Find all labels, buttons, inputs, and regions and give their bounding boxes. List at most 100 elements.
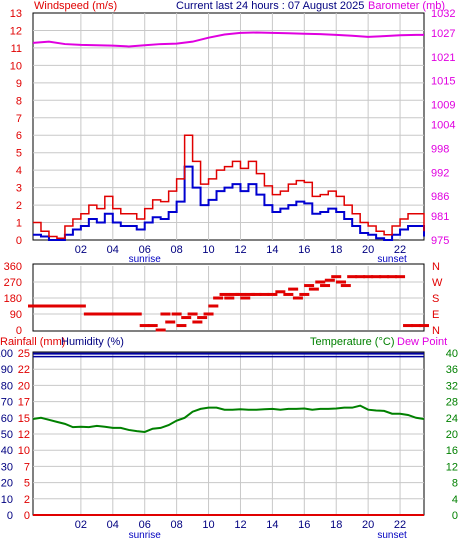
wind-y-tick-label: 1 [16,218,22,230]
direction-point [340,284,351,288]
wind-y-tick-label: 11 [11,43,22,55]
direction-point [83,312,94,316]
chart-title: Current last 24 hours : 07 August 2025 [176,0,364,12]
wind-x-tick-label: 08 [171,244,183,256]
direction-point [219,292,230,296]
temperature-tick-label: 28 [446,397,458,409]
temp-x-tick-label: 06 [139,519,151,531]
humidity-tick-label: 10 [1,494,13,506]
baro-y-tick-label: 1015 [431,76,455,88]
baro-y-tick-label: 998 [431,143,449,155]
rainfall-tick-label: 25 [18,348,30,360]
direction-point [387,275,398,279]
windspeed-line [33,134,425,240]
temp-x-tick-label: 16 [298,519,310,531]
direction-point [75,304,86,308]
direction-point [245,292,256,296]
wind-y-tick-label: 7 [16,113,22,125]
temp-panel: 0010220530740105012601570178020902210025… [0,348,458,541]
average-wind-line [33,165,425,241]
direction-point [288,287,299,291]
wind-y-tick-label: 0 [16,235,22,247]
dir-compass-label: S [432,293,439,305]
wind-y-tick-label: 3 [16,183,22,195]
direction-point [192,320,203,324]
baro-y-tick-label: 992 [431,167,449,179]
wind-panel: 0123456789101112139759819869929981004100… [10,8,456,265]
direction-point [67,304,78,308]
temperature-tick-label: 0 [452,510,458,522]
rainfall-axis-label: Rainfall (mm) [0,336,65,348]
direction-point [176,324,187,328]
baro-y-tick-label: 986 [431,191,449,203]
wind-panel-frame [32,12,425,241]
wind-x-tick-label: 22 [394,244,406,256]
rainfall-tick-label: 22 [18,364,30,376]
wind-y-tick-label: 4 [16,165,22,177]
direction-point [331,275,342,279]
direction-point [43,304,54,308]
rainfall-tick-label: 15 [18,413,30,425]
wind-y-tick-label: 6 [16,130,22,142]
temp-x-tick-label: 22 [394,519,406,531]
dir-y-tick-label: 180 [4,293,22,305]
baro-y-tick-label: 975 [431,235,449,247]
humidity-axis-label: Humidity (%) [61,336,124,348]
wind-y-tick-label: 12 [10,25,22,37]
wind-x-tick-label: 06 [139,244,151,256]
dir-compass-label: W [432,277,443,289]
humidity-tick-label: 60 [1,413,13,425]
direction-point [91,312,102,316]
baro-y-tick-label: 1021 [431,52,455,64]
direction-point [355,275,366,279]
dir-compass-label: N [432,261,440,273]
direction-point [155,328,166,332]
direction-point [171,312,182,316]
direction-point [403,324,414,328]
direction-point [267,292,278,296]
baro-y-tick-label: 1004 [431,120,455,132]
direction-point [213,296,224,300]
wind-x-tick-label: 12 [234,244,246,256]
temp-x-tick-label: 12 [234,519,246,531]
direction-point [324,278,335,282]
direction-point [99,312,110,316]
direction-point [35,304,46,308]
dir-compass-label: N [432,325,440,337]
humidity-tick-label: 20 [1,478,13,490]
barometer-line [32,31,424,48]
direction-point [379,275,390,279]
temp-x-tick-label: 08 [171,519,183,531]
direction-point [147,324,158,328]
direction-point [275,290,286,294]
sun-annotation: sunrise [129,530,162,541]
direction-point [229,292,240,296]
direction-point [115,312,126,316]
wind-x-tick-label: 14 [266,244,278,256]
temperature-tick-label: 32 [446,380,458,392]
dir-compass-label: E [432,309,439,321]
wind-y-tick-label: 5 [16,148,22,160]
direction-point [165,320,176,324]
direction-point [251,292,262,296]
direction-point [123,312,134,316]
direction-point [299,292,310,296]
rainfall-tick-label: 10 [18,445,30,457]
direction-point [160,312,171,316]
temp-x-tick-label: 02 [75,519,87,531]
temperature-tick-label: 20 [446,429,458,441]
wind-y-tick-label: 2 [16,200,22,212]
dir-y-tick-label: 90 [10,309,22,321]
wind-y-tick-label: 9 [16,78,22,90]
direction-point [28,304,38,308]
temperature-tick-label: 8 [452,478,458,490]
sun-annotation: sunset [377,254,407,265]
temperature-tick-label: 24 [446,413,458,425]
temp-x-tick-label: 10 [202,519,214,531]
direction-point [411,324,422,328]
dir-y-tick-label: 0 [16,325,22,337]
humidity-tick-label: 30 [1,461,13,473]
baro-y-tick-label: 1009 [431,100,455,112]
